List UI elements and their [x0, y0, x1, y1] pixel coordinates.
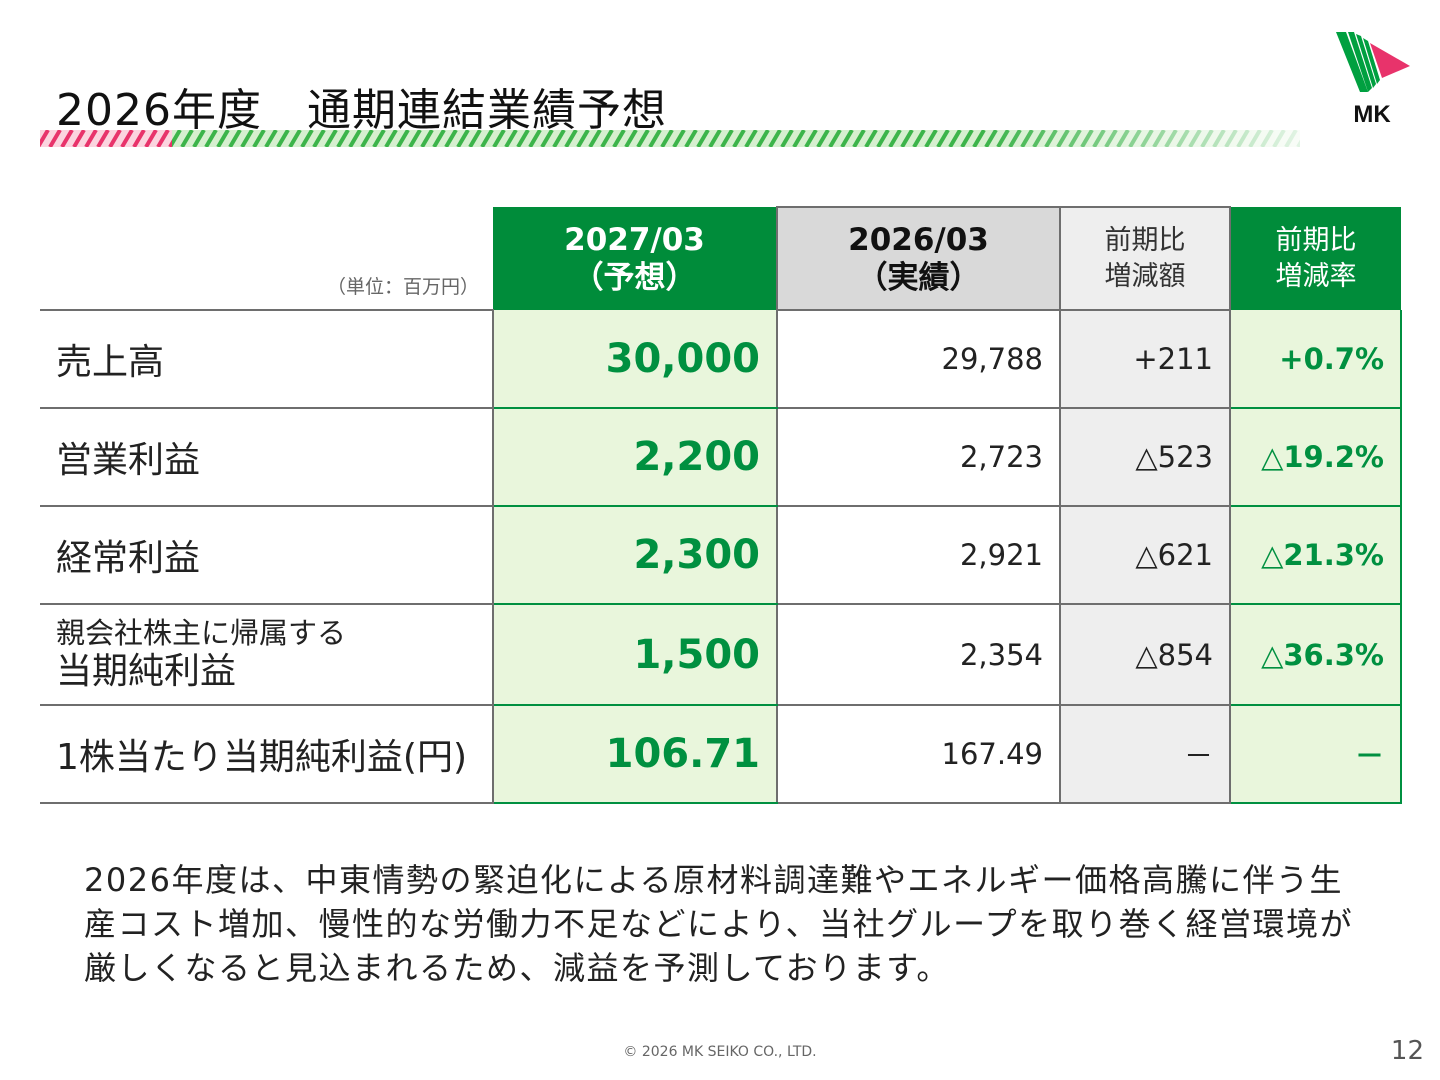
rate-value: +0.7% — [1230, 310, 1402, 409]
copyright-footer: © 2026 MK SEIKO CO., LTD. — [623, 1044, 817, 1060]
header-plan-period: 2027/03 — [564, 221, 705, 258]
table-header-row: （単位：百万円） 2027/03 （予想） 2026/03 （実績） 前期比 増… — [40, 206, 1401, 311]
actual-value: 2,354 — [777, 604, 1061, 706]
title-underline-stripe — [40, 130, 1300, 147]
header-actual-kind: （実績） — [856, 259, 981, 296]
plan-value: 106.71 — [492, 705, 778, 804]
unit-note: （単位：百万円） — [326, 276, 479, 298]
rate-value: △19.2% — [1230, 408, 1402, 507]
header-diff-line1: 前期比 — [1104, 224, 1186, 256]
header-rate: 前期比 増減率 — [1230, 207, 1401, 310]
row-label: 営業利益 — [40, 408, 494, 507]
header-rate-line1: 前期比 — [1275, 224, 1357, 256]
row-label-prefix: 親会社株主に帰属する — [56, 615, 347, 650]
rate-value: △21.3% — [1230, 506, 1402, 605]
company-logo: MK — [1336, 32, 1410, 128]
plan-value: 2,300 — [492, 506, 778, 605]
rate-value: △36.3% — [1230, 604, 1402, 706]
header-plan: 2027/03 （予想） — [493, 207, 778, 310]
actual-value: 29,788 — [777, 310, 1061, 409]
actual-value: 2,723 — [777, 408, 1061, 507]
page-title: 2026年度 通期連結業績予想 — [56, 85, 667, 136]
header-rate-line2: 増減率 — [1275, 260, 1357, 292]
table-row-eps: 1株当たり当期純利益(円) 106.71 167.49 － － — [40, 705, 1402, 804]
row-label: 経常利益 — [40, 506, 494, 605]
header-diff: 前期比 増減額 — [1060, 206, 1231, 311]
page-number: 12 — [1390, 1036, 1424, 1066]
table-row-ordinary-profit: 経常利益 2,300 2,921 △621 △21.3% — [40, 506, 1402, 605]
diff-value: +211 — [1060, 310, 1231, 409]
rate-value: － — [1230, 705, 1402, 804]
header-diff-line2: 増減額 — [1104, 260, 1186, 292]
header-actual-period: 2026/03 — [848, 221, 989, 258]
forecast-table: （単位：百万円） 2027/03 （予想） 2026/03 （実績） 前期比 増… — [40, 206, 1402, 804]
row-label: 親会社株主に帰属する 当期純利益 — [40, 604, 494, 706]
table-row-net-income: 親会社株主に帰属する 当期純利益 1,500 2,354 △854 △36.3% — [40, 604, 1402, 706]
table-row-net-sales: 売上高 30,000 29,788 +211 +0.7% — [40, 310, 1402, 409]
plan-value: 1,500 — [492, 604, 778, 706]
logo-text: MK — [1353, 101, 1391, 128]
header-actual: 2026/03 （実績） — [777, 206, 1061, 311]
plan-value: 2,200 — [492, 408, 778, 507]
diff-value: － — [1060, 705, 1231, 804]
actual-value: 167.49 — [777, 705, 1061, 804]
row-label-main: 当期純利益 — [56, 650, 237, 692]
header-plan-kind: （予想） — [572, 259, 697, 296]
row-label: 1株当たり当期純利益(円) — [40, 705, 494, 804]
diff-value: △523 — [1060, 408, 1231, 507]
row-label: 売上高 — [40, 310, 494, 409]
table-row-operating-profit: 営業利益 2,200 2,723 △523 △19.2% — [40, 408, 1402, 507]
diff-value: △621 — [1060, 506, 1231, 605]
diff-value: △854 — [1060, 604, 1231, 706]
forecast-commentary: 2026年度は、中東情勢の緊迫化による原材料調達難やエネルギー価格高騰に伴う生産… — [84, 861, 1354, 987]
unit-note-cell: （単位：百万円） — [40, 207, 493, 311]
plan-value: 30,000 — [492, 310, 778, 409]
actual-value: 2,921 — [777, 506, 1061, 605]
